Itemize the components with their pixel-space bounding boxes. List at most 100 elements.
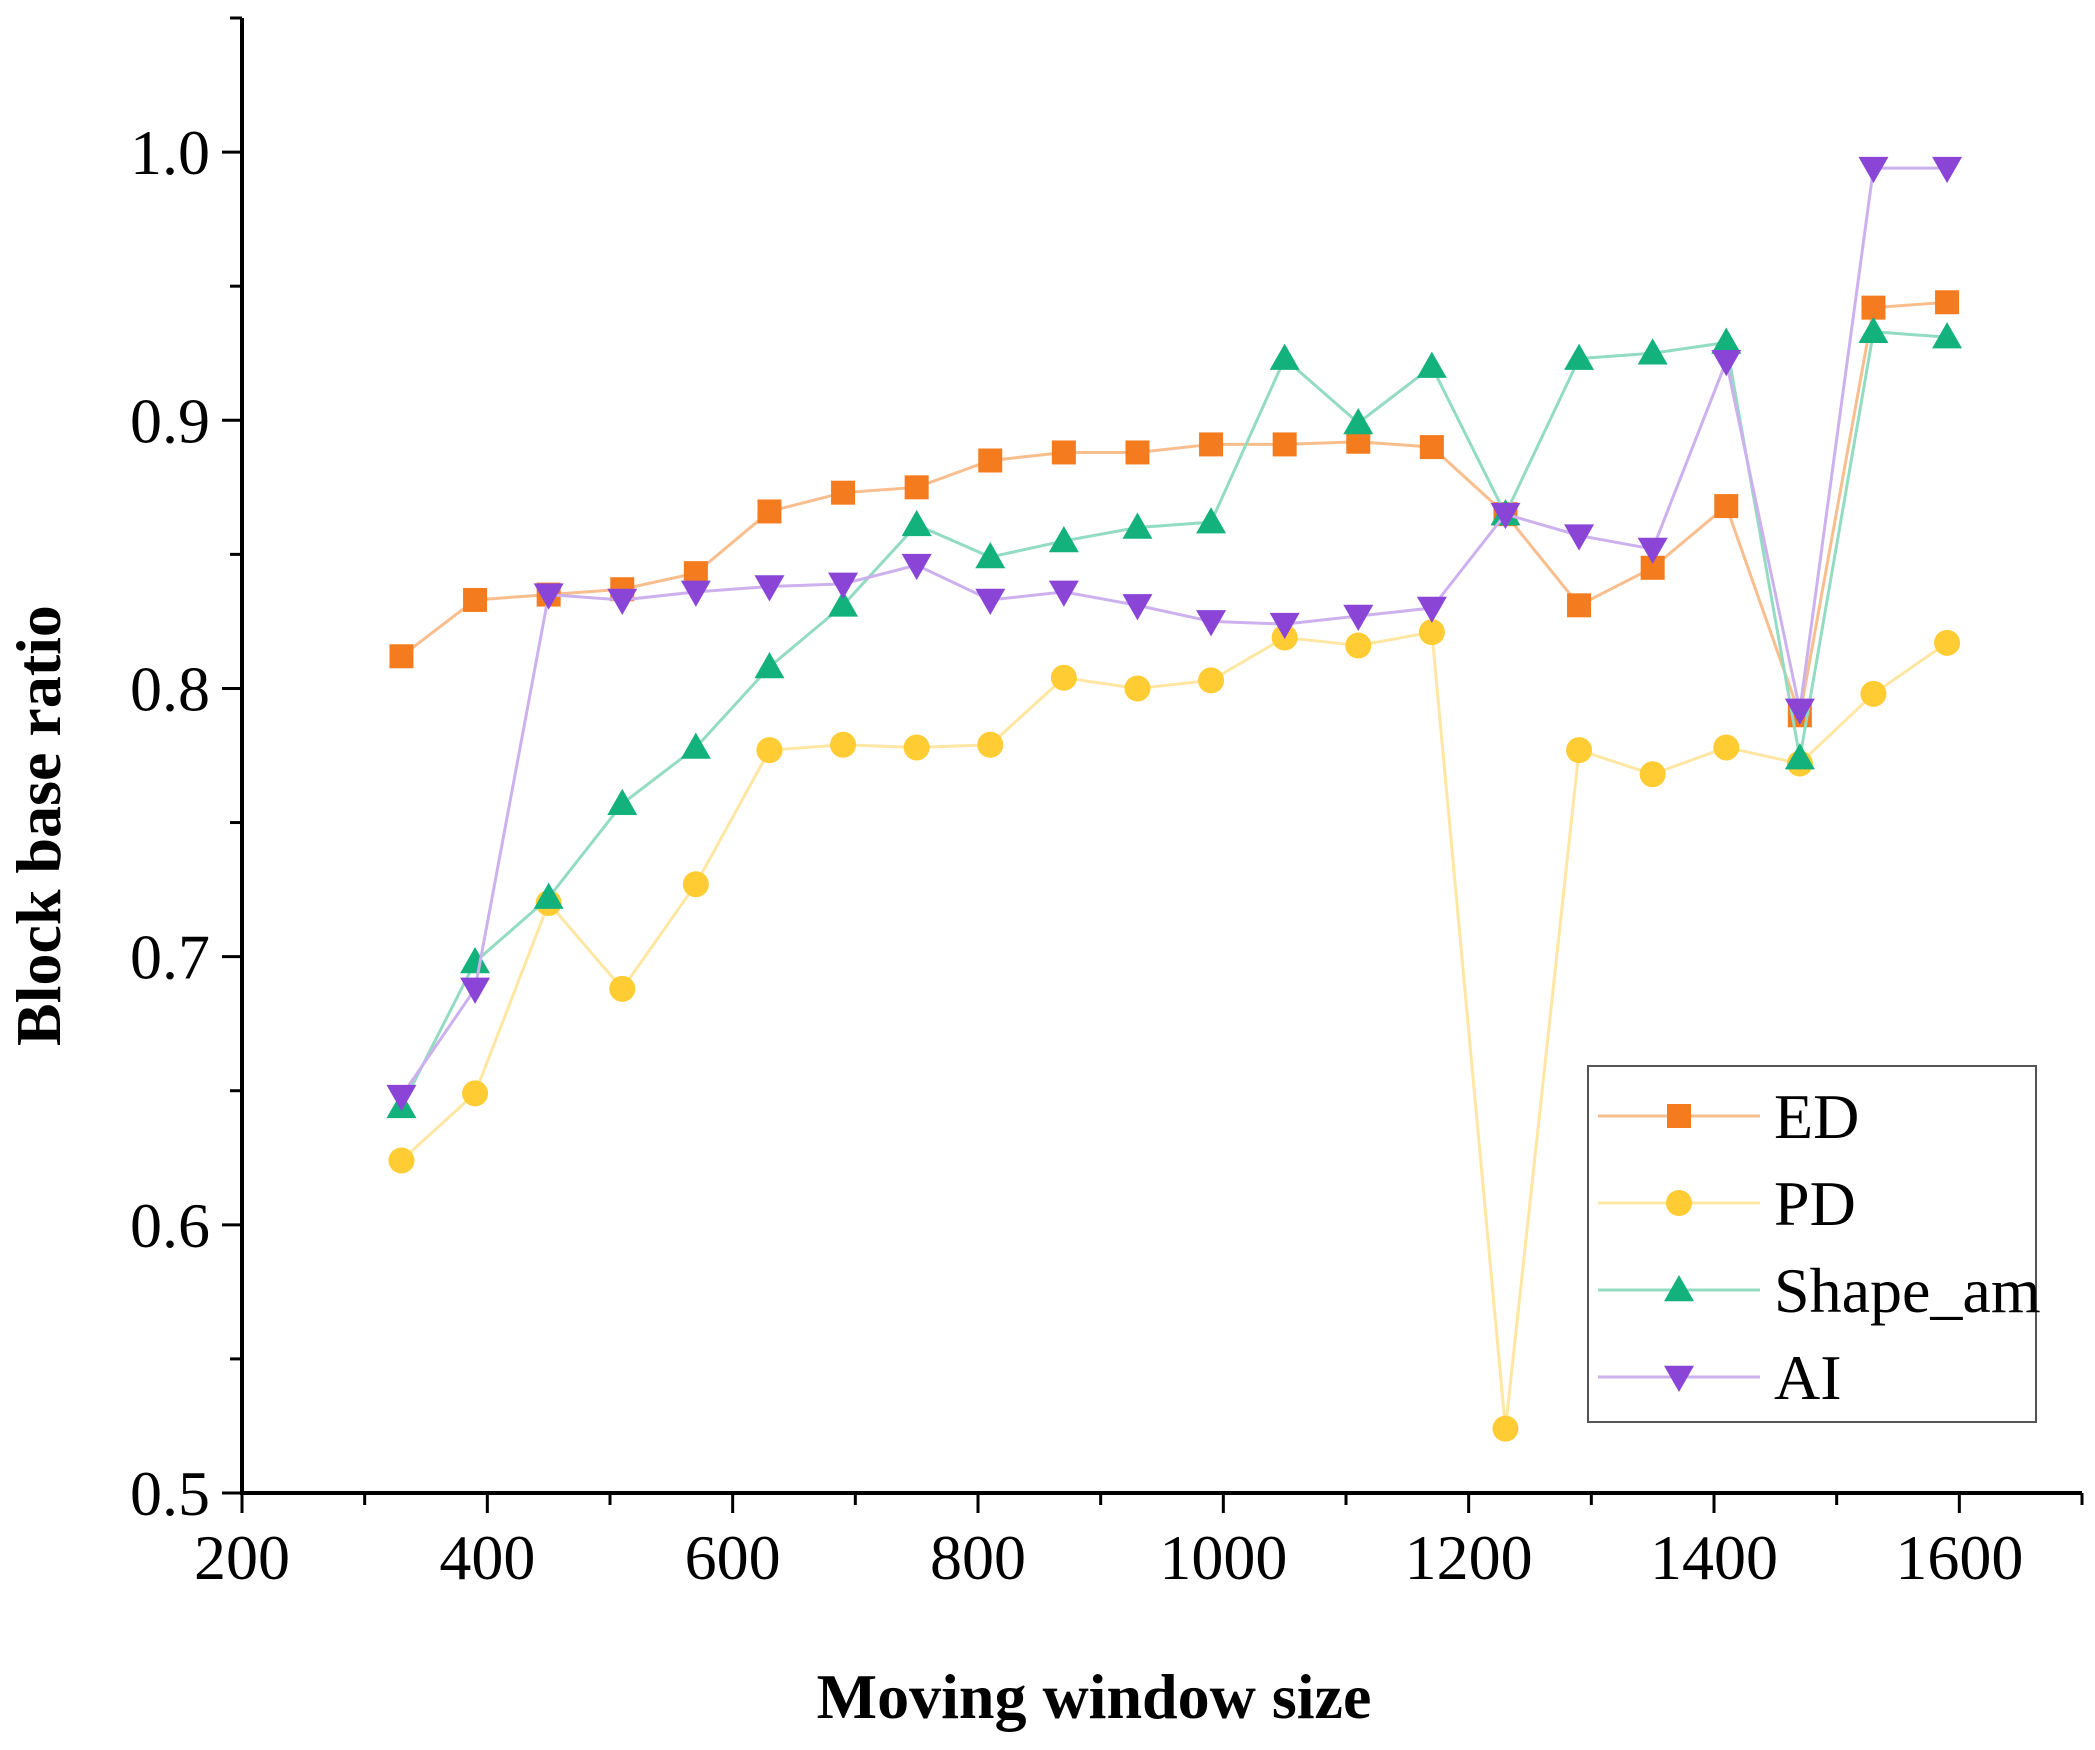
series-line (400, 300, 1948, 722)
data-point (1416, 596, 1447, 623)
data-point (1711, 327, 1742, 354)
data-point (1490, 502, 1521, 530)
data-point (828, 572, 859, 599)
data-point (754, 652, 785, 679)
data-point (1564, 524, 1595, 551)
legend-item: Shape_am (1598, 1255, 2041, 1326)
data-point (463, 587, 488, 612)
data-point (607, 788, 638, 816)
data-point (757, 499, 782, 524)
data-point (460, 947, 491, 974)
data-point (460, 977, 491, 1004)
legend: ED PD Shape_am AI (1587, 1065, 2041, 1423)
x-axis-title: Moving window size (817, 1661, 1372, 1732)
data-point (1566, 737, 1593, 764)
data-point (682, 871, 709, 898)
data-point (756, 737, 783, 764)
data-point (1050, 664, 1077, 691)
data-point (1932, 156, 1963, 184)
data-point (1711, 350, 1742, 377)
x-tick-label: 800 (930, 1522, 1026, 1593)
data-point (1418, 619, 1445, 646)
data-point (830, 731, 857, 758)
data-point (1048, 525, 1079, 553)
data-point (1567, 593, 1592, 618)
data-point (1343, 407, 1374, 435)
data-point (1860, 680, 1887, 707)
data-point (1125, 440, 1150, 465)
y-tick-label: 0.8 (130, 653, 210, 724)
axes: 0.5 0.6 0.7 0.8 0.9 1.0 200 400 600 800 1000 1200 14… (130, 16, 2084, 1593)
plot-area (386, 156, 1963, 1442)
data-point (904, 475, 929, 500)
data-point (901, 553, 932, 581)
y-tick-label: 0.7 (130, 922, 210, 993)
data-point (1932, 322, 1963, 349)
data-point (1124, 675, 1151, 702)
legend-marker (1666, 1190, 1692, 1216)
data-point (1122, 594, 1153, 621)
data-point (533, 882, 564, 909)
data-point (831, 480, 856, 505)
data-point (1419, 435, 1444, 460)
data-point (1048, 580, 1079, 607)
data-point (533, 583, 564, 610)
data-point (1564, 343, 1595, 370)
data-point (1934, 629, 1961, 656)
data-point (388, 1147, 415, 1174)
legend-label: ED (1774, 1081, 1859, 1152)
y-axis-title: Block base ratio (3, 605, 74, 1046)
data-point (1122, 512, 1153, 539)
y-tick-label: 1.0 (130, 117, 210, 188)
data-point (1639, 761, 1666, 788)
data-point (1784, 698, 1815, 725)
data-point (609, 975, 636, 1002)
x-tick-label: 1000 (1159, 1522, 1287, 1593)
series-ai (386, 156, 1963, 1112)
data-point (903, 734, 930, 761)
data-point (1199, 432, 1224, 457)
data-point (1492, 1415, 1519, 1442)
legend-label: PD (1774, 1168, 1856, 1239)
x-tick-label: 600 (685, 1522, 781, 1593)
data-point (1269, 343, 1300, 370)
data-point (680, 580, 711, 607)
data-point (1269, 612, 1300, 640)
legend-item: ED (1598, 1081, 1859, 1152)
x-tick-label: 1400 (1650, 1522, 1778, 1593)
data-point (1637, 338, 1668, 365)
data-point (1051, 440, 1076, 465)
x-tick-label: 1200 (1405, 1522, 1533, 1593)
legend-marker (1664, 1275, 1694, 1302)
legend-label: AI (1774, 1342, 1842, 1413)
data-point (462, 1080, 489, 1107)
data-point (389, 644, 414, 669)
data-point (1858, 316, 1889, 344)
data-point (1198, 667, 1225, 694)
legend-item: PD (1598, 1168, 1856, 1239)
data-point (1784, 743, 1815, 770)
data-point (1343, 604, 1374, 632)
data-point (1416, 351, 1447, 378)
y-tick-label: 0.6 (130, 1190, 210, 1261)
legend-item: AI (1598, 1342, 1842, 1413)
y-tick-label: 0.9 (130, 385, 210, 456)
data-point (1861, 295, 1886, 320)
data-point (1713, 734, 1740, 761)
data-point (828, 590, 859, 617)
legend-box (1587, 1065, 2037, 1423)
data-point (1858, 156, 1889, 184)
data-point (978, 448, 1003, 473)
data-point (386, 1084, 417, 1112)
data-point (977, 731, 1004, 758)
legend-label: Shape_am (1774, 1255, 2041, 1326)
y-tick-label: 0.5 (130, 1458, 210, 1529)
data-point (607, 588, 638, 615)
data-point (1272, 432, 1297, 457)
x-tick-label: 200 (194, 1522, 290, 1593)
legend-marker (1664, 1365, 1694, 1392)
data-point (1345, 632, 1372, 659)
data-point (680, 732, 711, 759)
